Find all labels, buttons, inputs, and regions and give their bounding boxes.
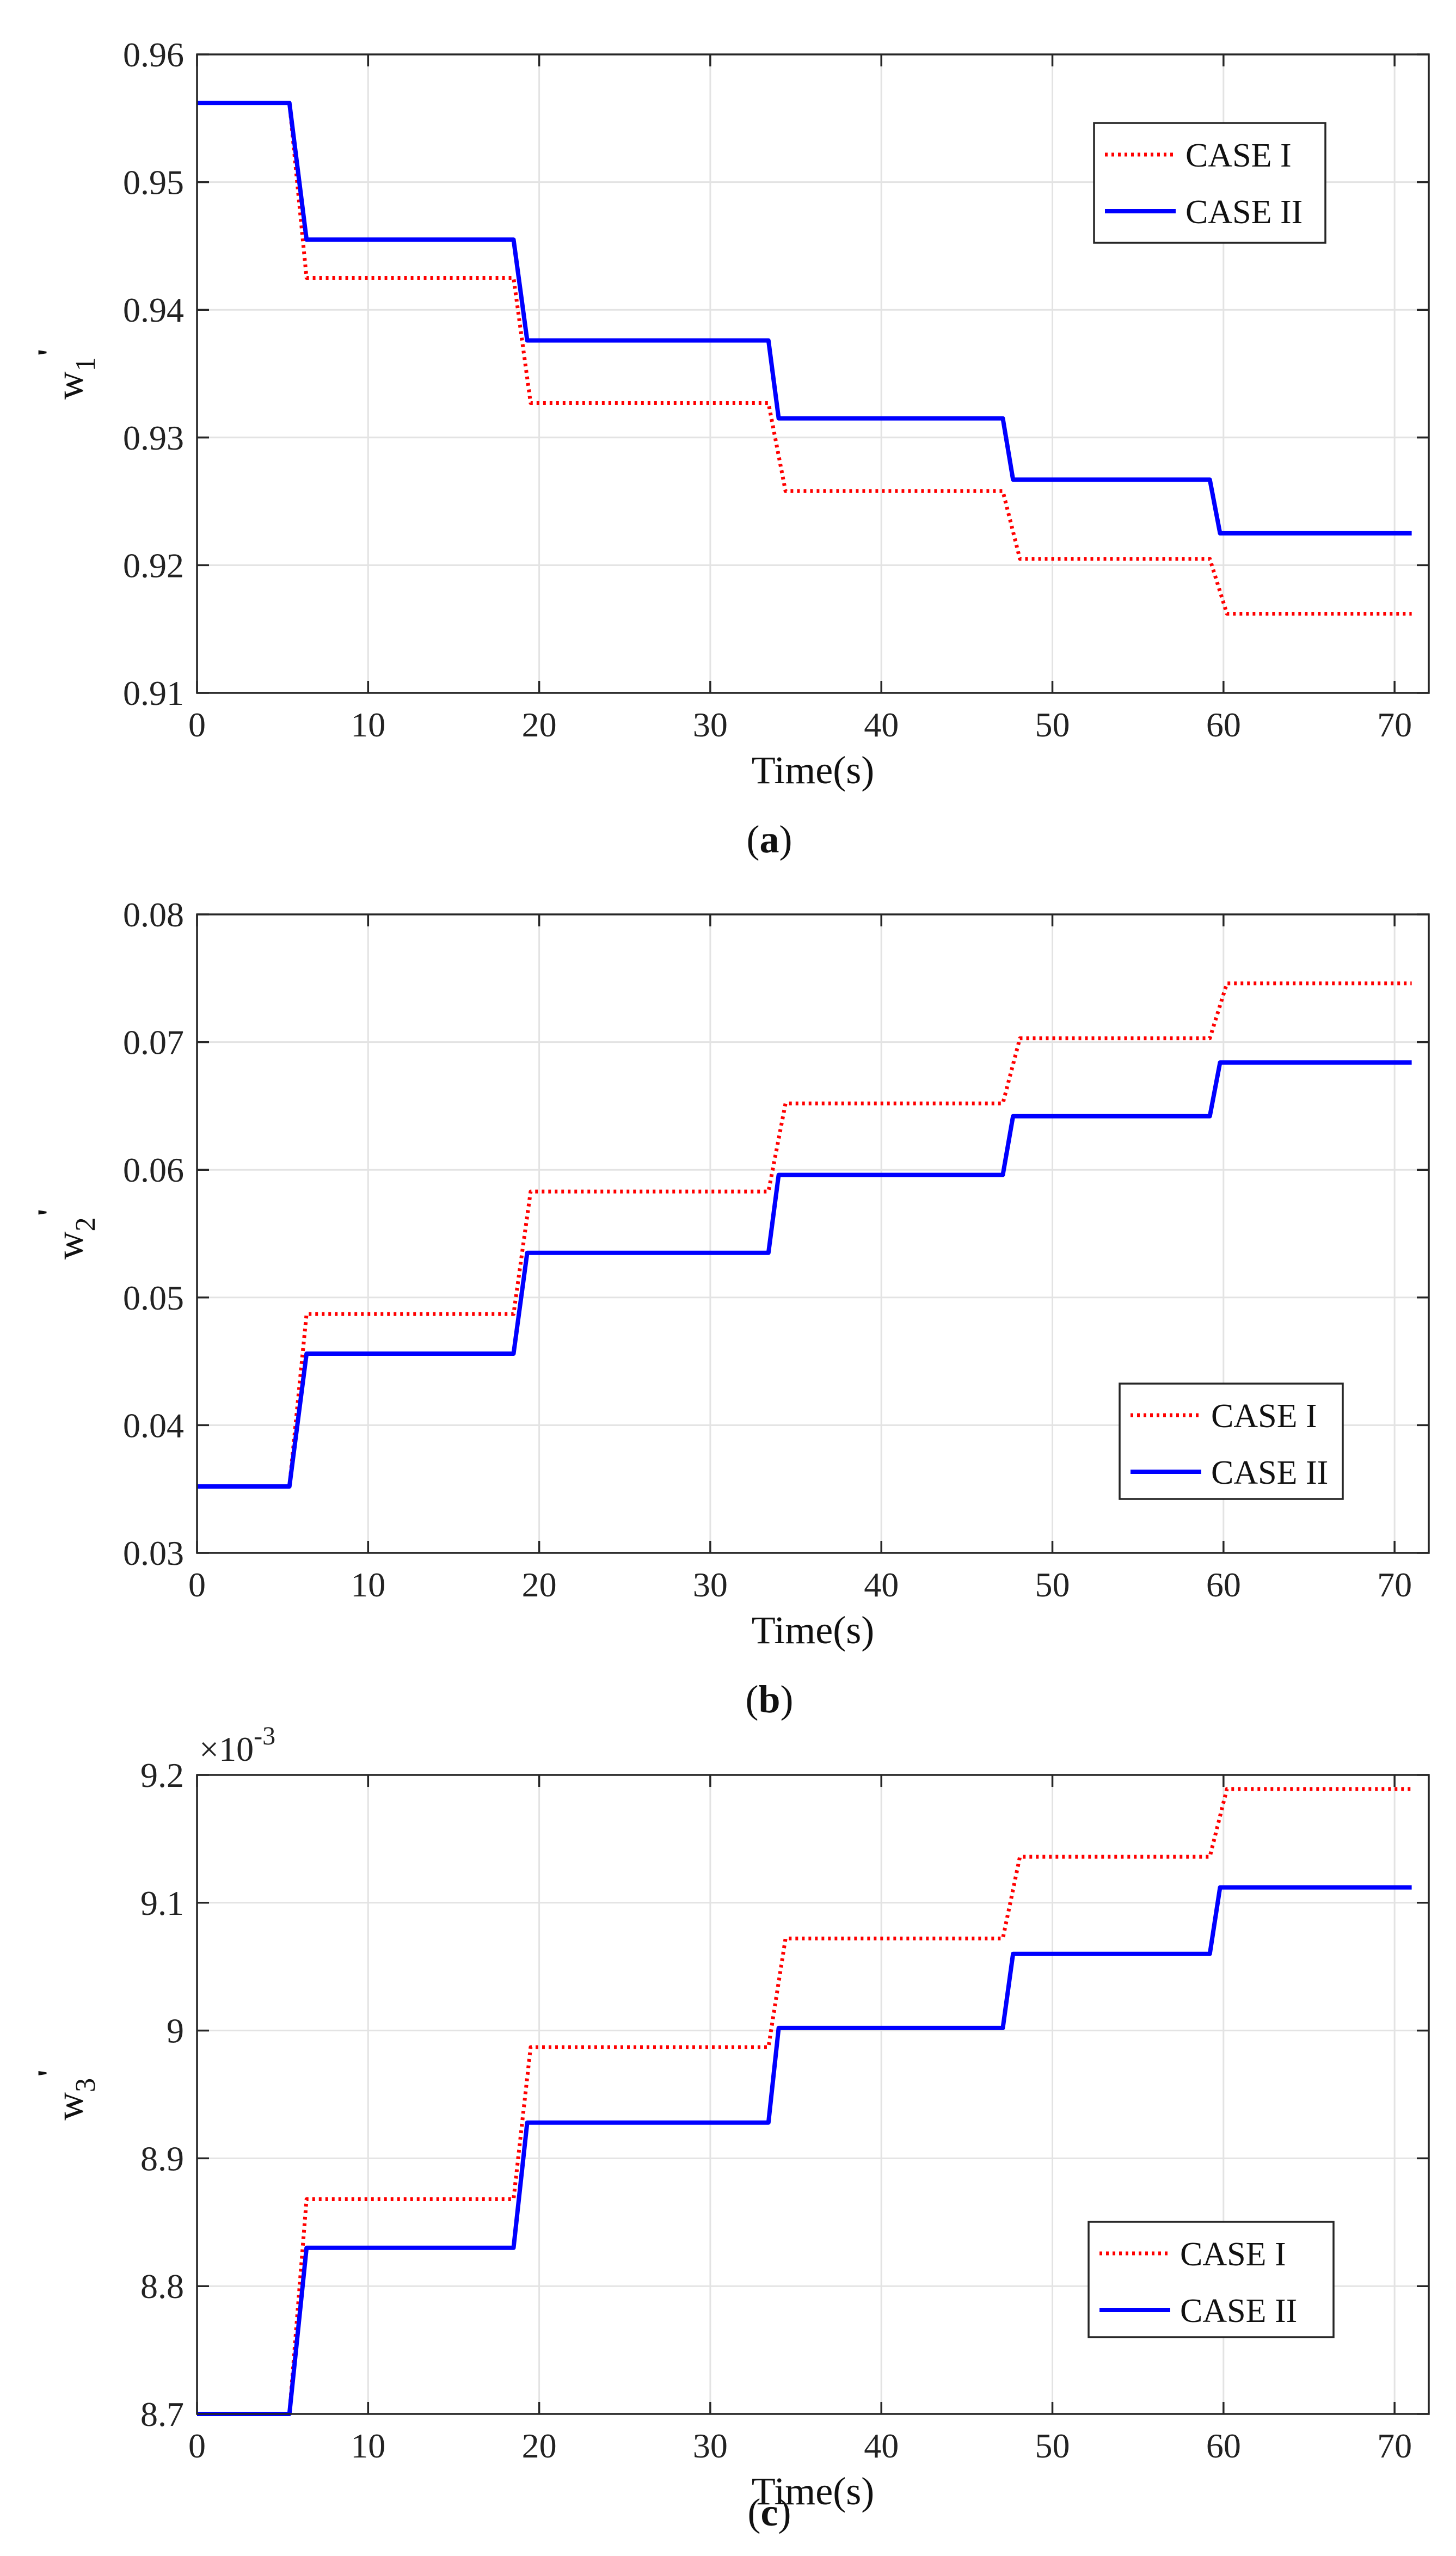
series-line-case-2 [197,1885,1412,2416]
x-axis-label: Time(s) [752,1608,874,1652]
y-tick-label: 8.7 [140,2395,184,2434]
axis-exponent: ×10-3 [199,1722,275,1768]
panel-caption-close: ) [778,2491,791,2534]
y-axis-label-subscript: 2 [70,1217,101,1231]
panel-caption-open: ( [747,818,760,861]
plot-frame [196,913,1430,1554]
y-axis-label-prime: ' [30,1208,69,1218]
panel-caption-close: ) [781,1678,794,1721]
x-tick-label: 60 [1206,1565,1241,1604]
exponent-power: -3 [254,1722,275,1750]
x-tick-label: 50 [1035,705,1070,744]
plot-frame [196,1774,1430,2415]
panel-caption: (c) [748,2491,791,2534]
x-tick-label: 70 [1377,705,1412,744]
y-tick-label: 9 [167,2012,184,2050]
panel-caption-open: ( [748,2491,761,2534]
legend-label-case-2: CASE II [1211,1454,1328,1491]
x-tick-label: 60 [1206,2426,1241,2465]
x-tick-label: 30 [693,2426,728,2465]
x-tick-label: 10 [351,1565,385,1604]
y-axis-label: w2' [30,1208,101,1260]
y-axis-label: w1' [30,348,101,400]
plot-frame [196,53,1430,694]
panel-caption: (b) [745,1678,793,1721]
chart-panel-c: 0 10 20 30 40 50 60 70 8.7 8.8 8.9 9 9.1 9.2 ×10-3 Time… [30,1722,1430,2534]
x-tick-label: 0 [188,705,206,744]
y-tick-label: 0.04 [123,1406,184,1445]
legend-label-case-2: CASE II [1185,194,1303,231]
y-tick-label: 0.03 [123,1534,184,1572]
y-tick-label: 8.9 [140,2139,184,2178]
y-tick-label: 0.96 [123,35,184,74]
y-axis-label-subscript: 3 [70,2078,101,2092]
exponent-base: ×10 [199,1730,254,1768]
series-line-case-1 [197,1787,1412,2416]
legend-box [1088,2221,1335,2338]
panel-caption-letter: a [760,818,779,861]
y-tick-label: 9.2 [140,1756,184,1795]
legend: CASE I CASE II [1088,2221,1335,2338]
legend-label-case-2: CASE II [1180,2293,1297,2330]
legend-label-case-1: CASE I [1180,2236,1286,2273]
y-tick-label: 0.06 [123,1151,184,1189]
y-axis-label-main: w [48,1231,91,1259]
y-tick-label: 0.08 [123,895,184,934]
x-tick-label: 10 [351,2426,385,2465]
y-axis-label-main: w [48,2092,91,2121]
legend-box [1119,1383,1344,1500]
legend-label-case-1: CASE I [1185,137,1292,174]
y-axis-label-prime: ' [30,348,69,358]
x-tick-label: 20 [522,1565,557,1604]
x-axis-label: Time(s) [752,748,874,792]
panel-caption-letter: c [761,2491,778,2534]
x-tick-label: 40 [864,1565,899,1604]
panel-caption-open: ( [745,1678,758,1721]
x-tick-label: 0 [188,2426,206,2465]
y-tick-label: 9.1 [140,1884,184,1922]
panel-caption-close: ) [779,818,792,861]
y-tick-label: 0.91 [123,674,184,712]
legend: CASE I CASE II [1093,122,1326,244]
chart-panel-a: 0 10 20 30 40 50 60 70 0.91 0.92 0.93 0.94 0.95 0.96 T… [30,35,1430,861]
x-tick-label: 10 [351,705,385,744]
y-axis-label-subscript: 1 [70,357,101,371]
y-tick-label: 0.95 [123,163,184,202]
x-tick-label: 40 [864,2426,899,2465]
x-tick-label: 40 [864,705,899,744]
series-line-case-2 [197,1060,1412,1489]
x-tick-label: 50 [1035,2426,1070,2465]
y-axis-label: w3' [30,2068,101,2121]
series-line-case-1 [197,981,1412,1489]
x-tick-label: 70 [1377,1565,1412,1604]
y-tick-label: 0.92 [123,546,184,585]
x-tick-label: 30 [693,1565,728,1604]
y-tick-label: 8.8 [140,2267,184,2306]
x-tick-label: 0 [188,1565,206,1604]
series-line-case-2 [197,101,1412,536]
chart-panel-b: 0 10 20 30 40 50 60 70 0.03 0.04 0.05 0.06 0.07 0.08 T… [30,895,1430,1721]
legend-label-case-1: CASE I [1211,1398,1317,1435]
x-tick-label: 20 [522,2426,557,2465]
x-tick-label: 50 [1035,1565,1070,1604]
x-axis-label: Time(s) [752,2469,874,2513]
y-tick-label: 0.05 [123,1279,184,1317]
legend-box [1093,122,1326,244]
panel-caption-letter: b [758,1678,780,1721]
x-tick-label: 70 [1377,2426,1412,2465]
y-tick-label: 0.94 [123,291,184,329]
legend: CASE I CASE II [1119,1383,1344,1500]
y-axis-label-prime: ' [30,2068,69,2078]
panel-caption: (a) [747,818,792,861]
y-tick-label: 0.07 [123,1023,184,1062]
y-tick-label: 0.93 [123,419,184,457]
series-line-case-1 [197,101,1412,616]
x-tick-label: 20 [522,705,557,744]
y-axis-label-main: w [48,371,91,400]
x-tick-label: 30 [693,705,728,744]
x-tick-label: 60 [1206,705,1241,744]
